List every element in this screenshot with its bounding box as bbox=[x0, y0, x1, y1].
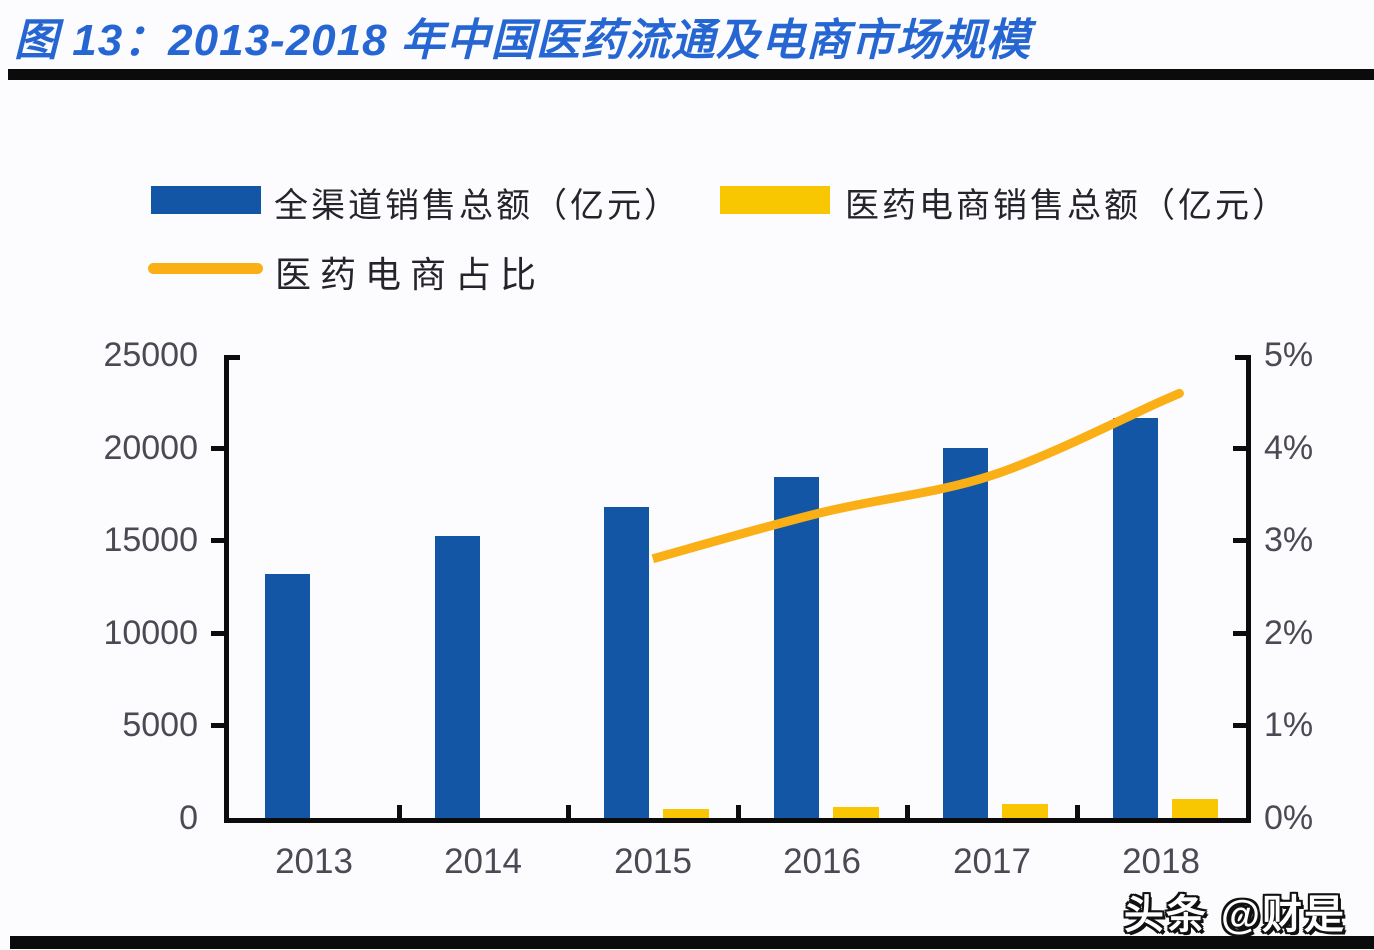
y-axis-left-label: 10000 bbox=[103, 614, 198, 652]
y-axis-left-label: 0 bbox=[179, 799, 198, 837]
bar-total-2014 bbox=[435, 536, 480, 818]
bar-ecom-2015 bbox=[663, 809, 709, 818]
y-axis-left bbox=[224, 355, 229, 823]
x-axis-tick bbox=[1075, 805, 1080, 818]
y-axis-left-tick bbox=[211, 538, 224, 543]
x-axis-tick bbox=[397, 805, 402, 818]
y-axis-left-label: 15000 bbox=[103, 521, 198, 559]
bar-total-2016 bbox=[774, 477, 819, 818]
y-axis-right-label: 0% bbox=[1264, 799, 1314, 837]
y-axis-left-tick bbox=[211, 631, 224, 636]
y-axis-right-label: 5% bbox=[1264, 336, 1314, 374]
y-axis-right-label: 4% bbox=[1264, 429, 1314, 467]
x-axis-tick bbox=[905, 805, 910, 818]
page-title: 图 13：2013-2018 年中国医药流通及电商市场规模 bbox=[14, 16, 1031, 65]
y-axis-right-tick bbox=[1233, 631, 1246, 636]
bottom-divider bbox=[10, 936, 1374, 949]
x-axis-tick bbox=[566, 805, 571, 818]
y-axis-left-label: 5000 bbox=[122, 706, 198, 744]
watermark: 头条 @财是 bbox=[1123, 893, 1346, 937]
y-axis-right-tick bbox=[1233, 723, 1246, 728]
y-axis-right-tick bbox=[1233, 538, 1246, 543]
y-axis-right-label: 3% bbox=[1264, 521, 1314, 559]
bar-ecom-2017 bbox=[1002, 804, 1048, 818]
y-axis-right-label: 1% bbox=[1264, 706, 1314, 744]
x-axis-tick bbox=[736, 805, 741, 818]
bar-ecom-2016 bbox=[833, 807, 879, 818]
y-axis-right-tick bbox=[1233, 446, 1246, 451]
bar-total-2018 bbox=[1113, 418, 1158, 818]
y-axis-right-cap bbox=[1235, 355, 1246, 360]
y-axis-left-tick bbox=[211, 446, 224, 451]
x-axis-label: 2014 bbox=[444, 842, 522, 881]
trend-line bbox=[651, 388, 1184, 564]
bar-ecom-2018 bbox=[1172, 799, 1218, 818]
bar-total-2015 bbox=[604, 507, 649, 818]
title-divider bbox=[8, 69, 1374, 80]
x-axis bbox=[224, 818, 1251, 823]
bar-total-2013 bbox=[265, 574, 310, 818]
y-axis-left-tick bbox=[211, 723, 224, 728]
x-axis-label: 2018 bbox=[1122, 842, 1200, 881]
bar-total-2017 bbox=[943, 448, 988, 818]
y-axis-right-label: 2% bbox=[1264, 614, 1314, 652]
x-axis-label: 2015 bbox=[614, 842, 692, 881]
y-axis-left-label: 20000 bbox=[103, 429, 198, 467]
x-axis-label: 2013 bbox=[275, 842, 353, 881]
y-axis-right bbox=[1246, 355, 1251, 823]
y-axis-left-label: 25000 bbox=[103, 336, 198, 374]
y-axis-left-cap bbox=[229, 355, 240, 360]
x-axis-label: 2016 bbox=[783, 842, 861, 881]
x-axis-label: 2017 bbox=[953, 842, 1031, 881]
